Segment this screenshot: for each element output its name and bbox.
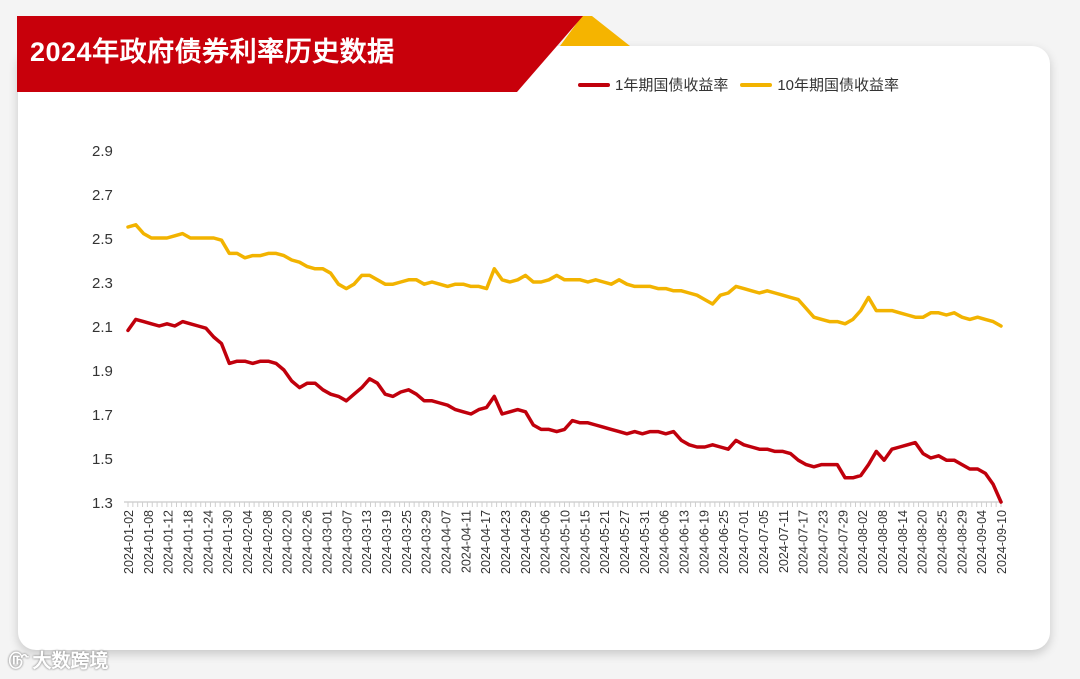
y-tick-label: 2.3: [92, 275, 113, 292]
x-tick-label: 2024-05-31: [638, 510, 652, 574]
legend-item-1y[interactable]: 1年期国债收益率: [578, 74, 728, 95]
legend-swatch-10y: [740, 82, 773, 87]
x-tick-label: 2024-01-08: [142, 510, 156, 574]
x-tick-label: 2024-04-17: [479, 510, 493, 574]
x-tick-label: 2024-08-25: [935, 510, 949, 574]
title-banner: [17, 16, 583, 92]
x-tick-label: 2024-06-13: [678, 510, 692, 574]
x-tick-label: 2024-05-27: [618, 510, 632, 574]
x-tick-label: 2024-07-17: [797, 510, 811, 574]
chart-card: [18, 46, 1050, 650]
x-tick-label: 2024-07-11: [777, 510, 791, 573]
series-line-10y: [126, 223, 1003, 328]
y-tick-label: 2.1: [92, 319, 113, 336]
banner-gold-accent: [560, 16, 630, 46]
x-tick-label: 2024-01-02: [122, 510, 136, 574]
x-tick-label: 2024-04-11: [459, 510, 473, 573]
x-tick-label: 2024-06-25: [717, 510, 731, 574]
x-tick-label: 2024-08-20: [916, 510, 930, 574]
x-tick-label: 2024-02-26: [301, 510, 315, 574]
legend-item-10y[interactable]: 10年期国债收益率: [740, 74, 899, 95]
x-tick-label: 2024-03-13: [360, 510, 374, 574]
x-tick-label: 2024-07-01: [737, 510, 751, 574]
x-tick-label: 2024-05-06: [539, 510, 553, 574]
x-tick-label: 2024-07-29: [836, 510, 850, 574]
x-tick-label: 2024-04-29: [519, 510, 533, 574]
x-tick-label: 2024-04-23: [499, 510, 513, 574]
y-tick-label: 2.7: [92, 187, 113, 204]
x-tick-label: 2024-06-06: [658, 510, 672, 574]
y-tick-label: 1.5: [92, 451, 113, 468]
y-tick-label: 2.5: [92, 231, 113, 248]
x-tick-label: 2024-08-08: [876, 510, 890, 574]
x-tick-label: 2024-05-21: [598, 510, 612, 574]
chart-title: 2024年政府债券利率历史数据: [30, 37, 395, 67]
legend-label-1y: 1年期国债收益率: [615, 77, 729, 94]
x-tick-label: 2024-08-14: [896, 510, 910, 574]
watermark: ௹ 大数跨境: [8, 646, 108, 673]
x-tick-label: 2024-07-23: [816, 510, 830, 574]
x-tick-label: 2024-03-25: [400, 510, 414, 574]
series-line-1y: [126, 317, 1003, 504]
legend-label-10y: 10年期国债收益率: [777, 77, 900, 94]
x-tick-label: 2024-03-07: [340, 510, 354, 574]
x-tick-label: 2024-01-24: [201, 510, 215, 574]
watermark-text: 大数跨境: [32, 651, 109, 672]
x-tick-label: 2024-08-29: [955, 510, 969, 574]
legend: 1年期国债收益率 10年期国债收益率: [578, 74, 911, 95]
x-tick-label: 2024-02-08: [261, 510, 275, 574]
x-tick-label: 2024-07-05: [757, 510, 771, 574]
x-tick-label: 2024-06-19: [697, 510, 711, 574]
x-tick-label: 2024-02-04: [241, 510, 255, 574]
x-tick-label: 2024-08-02: [856, 510, 870, 574]
y-tick-label: 1.9: [92, 363, 113, 380]
x-tick-label: 2024-05-15: [578, 510, 592, 574]
x-tick-label: 2024-03-19: [380, 510, 394, 574]
legend-swatch-1y: [578, 82, 610, 87]
x-tick-label: 2024-09-10: [995, 510, 1009, 574]
x-tick-label: 2024-01-30: [221, 510, 235, 574]
y-tick-label: 2.9: [92, 143, 113, 160]
x-tick-label: 2024-04-07: [439, 510, 453, 574]
x-tick-label: 2024-01-18: [182, 510, 196, 574]
y-tick-label: 1.3: [92, 495, 113, 512]
y-tick-label: 1.7: [92, 407, 113, 424]
dashuju-logo-icon: ௹: [8, 648, 29, 668]
x-tick-label: 2024-03-01: [320, 510, 334, 574]
x-tick-label: 2024-03-29: [420, 510, 434, 574]
x-tick-label: 2024-01-12: [162, 510, 176, 574]
x-tick-label: 2024-05-10: [559, 510, 573, 574]
x-tick-label: 2024-02-20: [281, 510, 295, 574]
x-tick-label: 2024-09-04: [975, 510, 989, 574]
